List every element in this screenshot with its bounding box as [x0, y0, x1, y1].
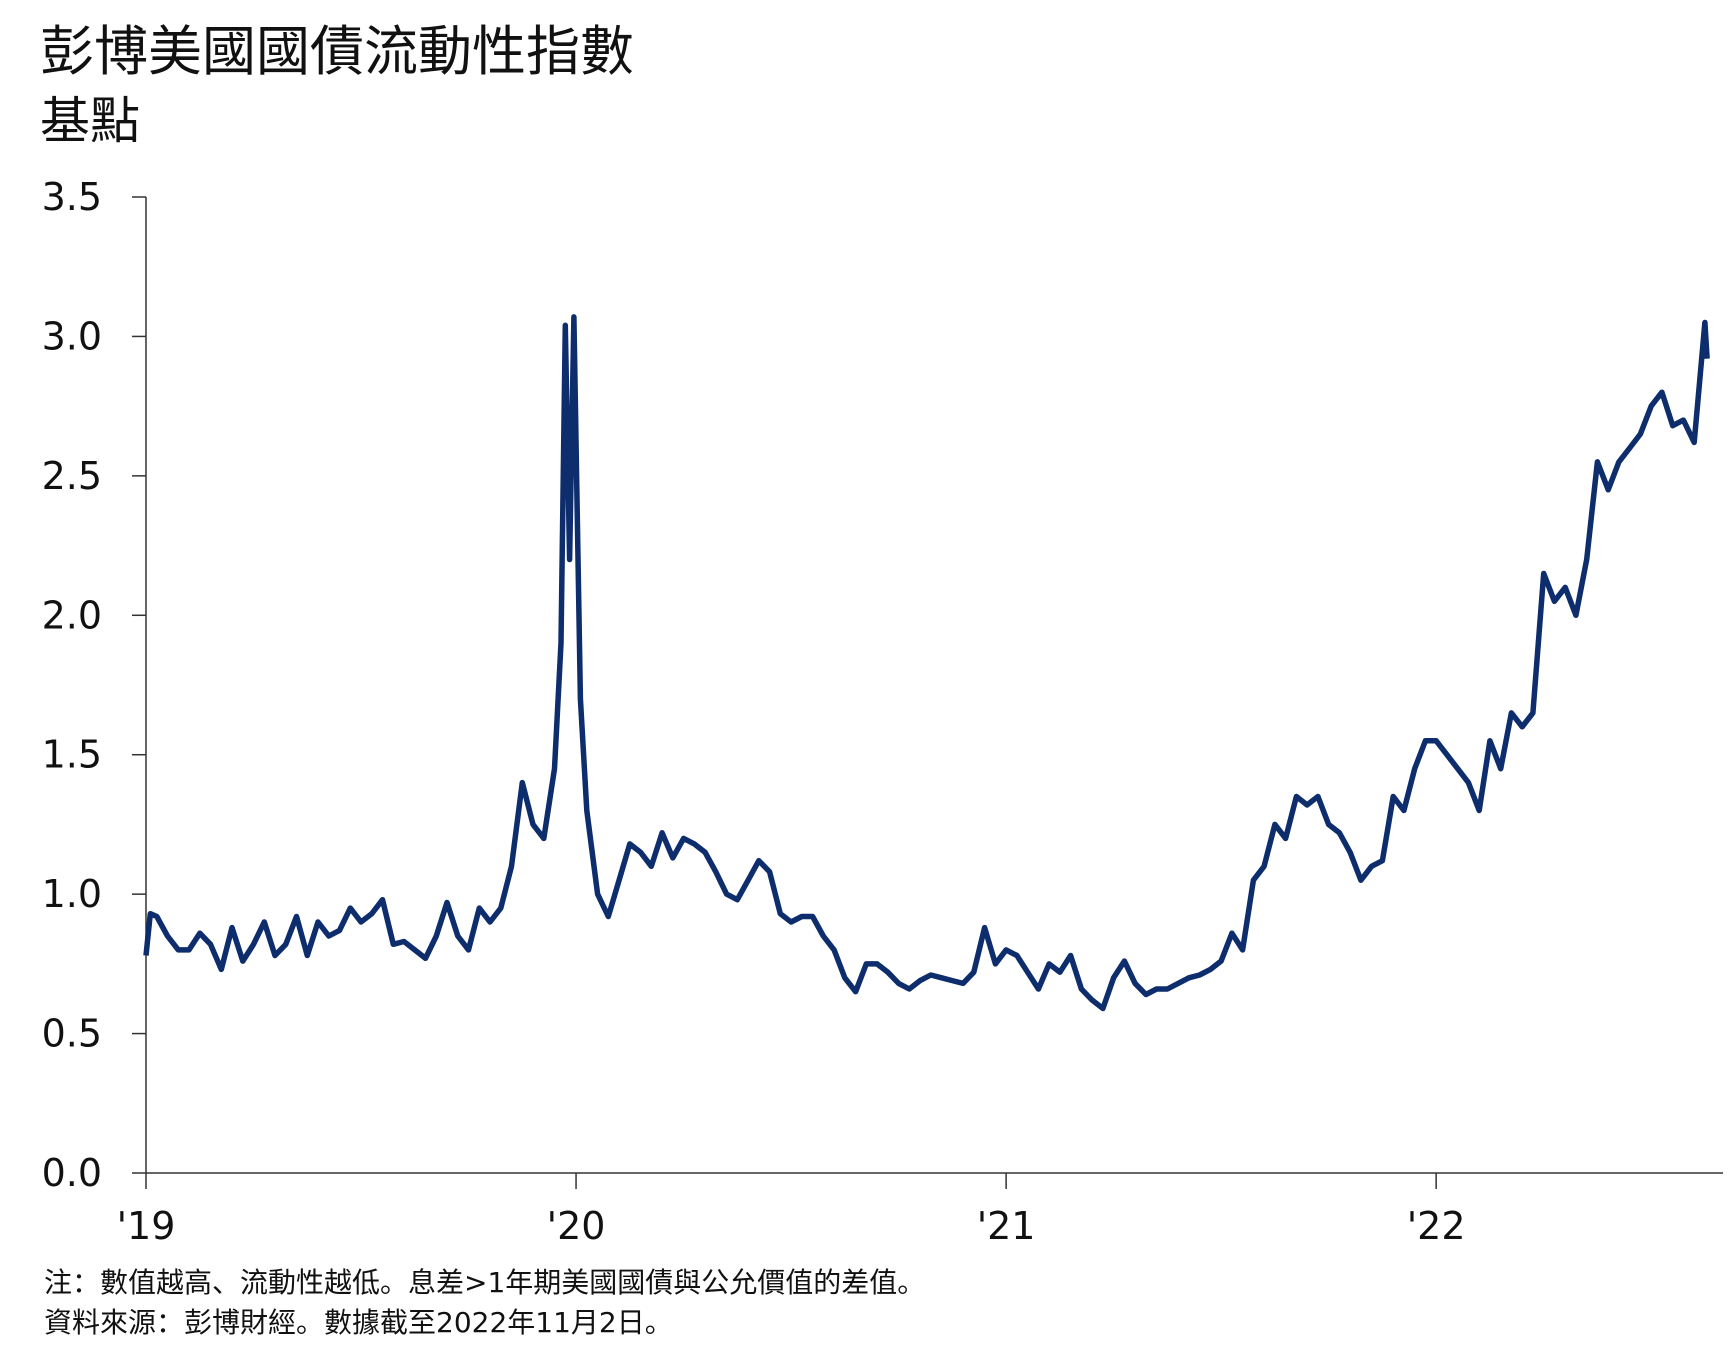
y-tick-label: 2.5 [42, 454, 102, 498]
y-tick-label: 1.0 [42, 872, 102, 916]
x-tick-label: '20 [547, 1204, 606, 1248]
x-tick-label: '22 [1407, 1204, 1466, 1248]
y-tick-label: 1.5 [42, 733, 102, 777]
line-series [143, 314, 1710, 1012]
y-tick-label: 3.5 [42, 175, 102, 219]
x-tick-label: '21 [977, 1204, 1036, 1248]
source: 資料來源：彭博財經。數據截至2022年11月2日。 [44, 1306, 673, 1339]
y-tick-label: 3.0 [42, 314, 102, 358]
note: 注：數值越高、流動性越低。息差>1年期美國國債與公允價值的差值。 [44, 1266, 925, 1299]
chart-title: 彭博美國國債流動性指數 [40, 20, 634, 83]
y-tick-label: 2.0 [42, 593, 102, 637]
y-tick-label: 0.0 [42, 1151, 102, 1195]
chart-subtitle: 基點 [40, 92, 140, 150]
y-tick-label: 0.5 [42, 1012, 102, 1056]
x-tick-label: '19 [117, 1204, 176, 1248]
